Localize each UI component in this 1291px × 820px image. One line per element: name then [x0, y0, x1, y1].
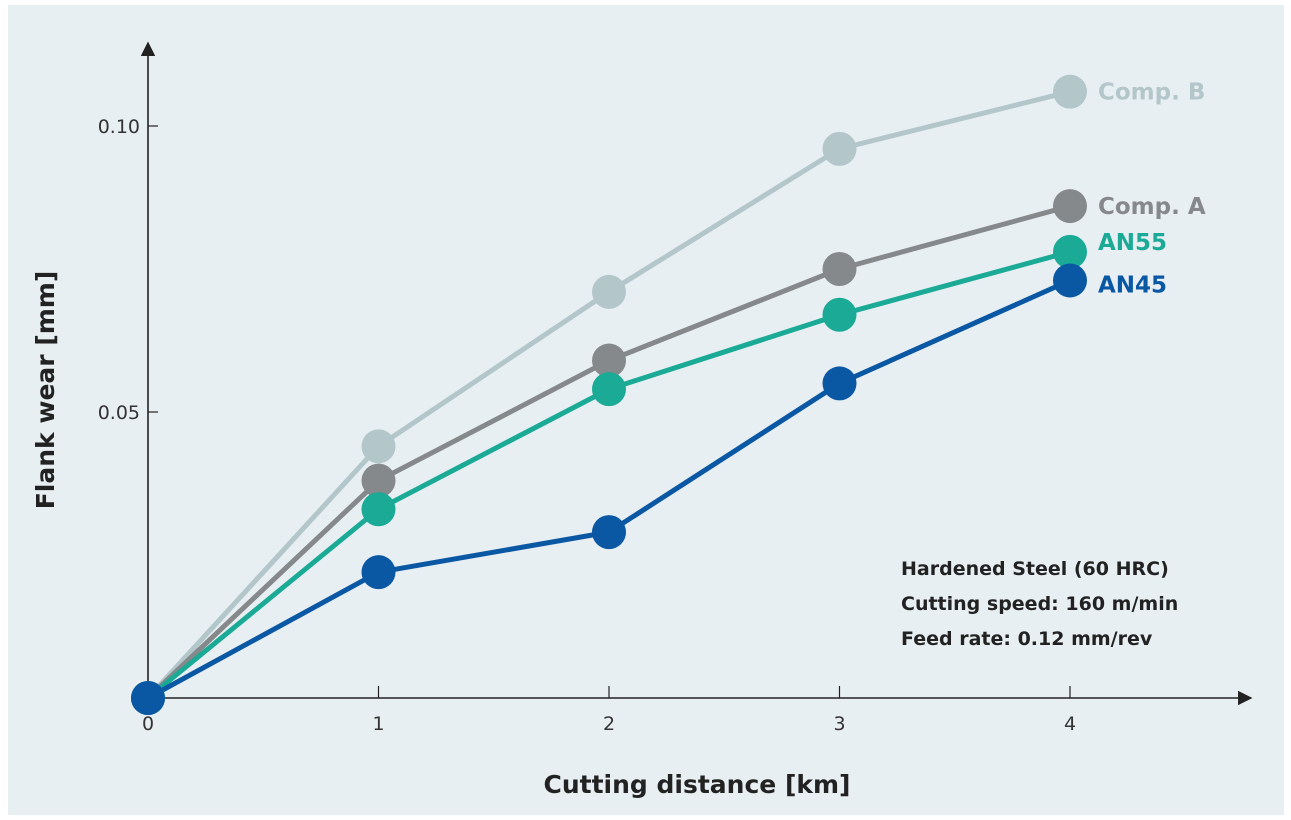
- legend-label-2: AN55: [1098, 230, 1167, 256]
- legend-label-0: Comp. B: [1098, 80, 1205, 106]
- series-point-0-1: [361, 429, 396, 464]
- series-point-2-2: [592, 372, 626, 407]
- series-point-0-2: [592, 274, 626, 309]
- series-point-1-4: [1053, 189, 1087, 224]
- chart-panel: 0 1 2 3 4 0.05 0.10 Comp. B Comp. A AN55 AN45 Cut…: [8, 5, 1284, 815]
- y-tick-label: 0.10: [98, 116, 140, 138]
- y-axis-title: Flank wear [mm]: [31, 271, 60, 510]
- series-point-1-2: [592, 343, 626, 378]
- series-point-3-4: [1053, 263, 1087, 298]
- flank-wear-chart: 0 1 2 3 4 0.05 0.10 Comp. B Comp. A AN55 AN45 Cut…: [31, 41, 1253, 799]
- x-tick-label: 2: [603, 713, 615, 735]
- series-point-2-3: [822, 297, 857, 332]
- series-point-2-4: [1053, 234, 1087, 269]
- legend-label-3: AN45: [1098, 272, 1167, 298]
- series-point-3-2: [592, 515, 626, 550]
- series-point-1-3: [822, 252, 857, 286]
- x-tick-label: 1: [372, 713, 384, 735]
- legend-label-1: Comp. A: [1098, 194, 1206, 220]
- series-point-2-1: [361, 492, 396, 527]
- x-tick-label: 4: [1064, 713, 1076, 735]
- note-line: Cutting speed: 160 m/min: [901, 593, 1178, 615]
- test-conditions-note: Hardened Steel (60 HRC) Cutting speed: 16…: [901, 558, 1178, 650]
- series-point-3-1: [361, 555, 396, 590]
- series-point-3-0: [131, 681, 165, 715]
- series-point-1-1: [361, 463, 396, 498]
- note-line: Feed rate: 0.12 mm/rev: [901, 628, 1153, 650]
- y-tick-label: 0.05: [98, 402, 140, 424]
- series-point-3-3: [822, 366, 857, 401]
- note-line: Hardened Steel (60 HRC): [901, 558, 1169, 580]
- series-point-0-4: [1053, 74, 1087, 109]
- series-point-0-3: [822, 131, 857, 166]
- x-tick-label: 3: [833, 713, 845, 735]
- x-axis-title: Cutting distance [km]: [544, 770, 851, 799]
- x-tick-label: 0: [142, 713, 154, 735]
